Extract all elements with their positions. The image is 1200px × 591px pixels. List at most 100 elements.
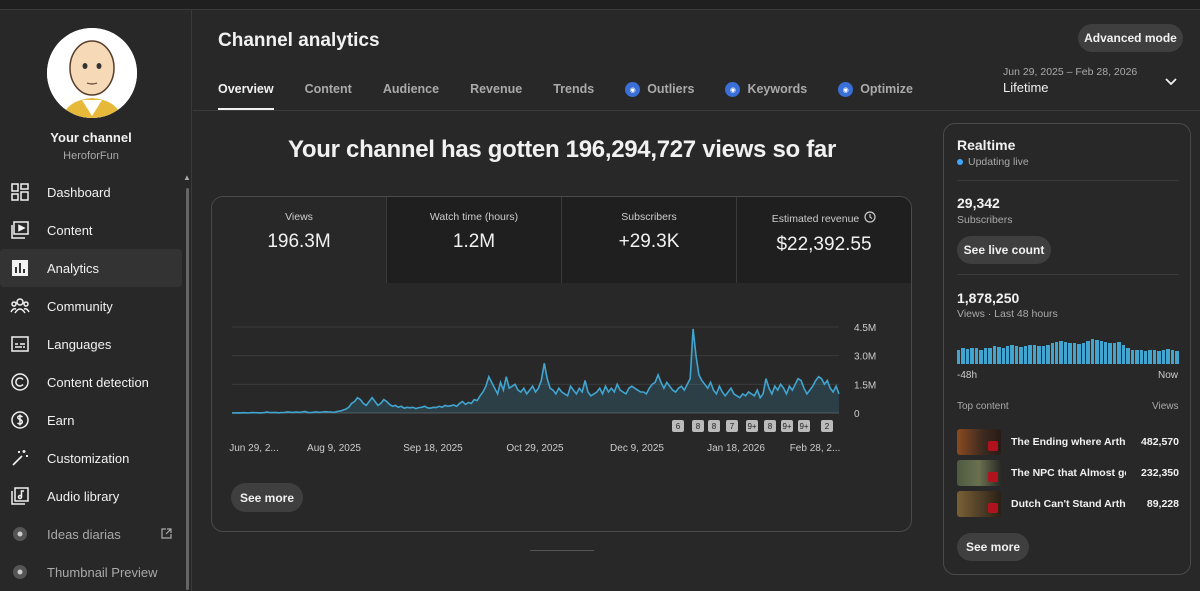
video-thumbnail <box>957 491 1001 517</box>
realtime-bar <box>1046 345 1050 364</box>
views-headline: Your channel has gotten 196,294,727 view… <box>287 136 837 163</box>
metric-views[interactable]: Views 196.3M <box>212 197 387 283</box>
extension-icon: ◉ <box>838 82 854 97</box>
metric-value: 196.3M <box>267 231 331 252</box>
sidebar-item-label: Analytics <box>47 260 100 276</box>
sidebar-scrollbar[interactable] <box>186 188 189 590</box>
sidebar-item-thumbnail-preview[interactable]: Thumbnail Preview <box>0 553 182 591</box>
copyright-icon <box>10 372 30 392</box>
metric-subscribers[interactable]: Subscribers +29.3K <box>562 197 737 283</box>
realtime-axis-end: Now <box>1158 370 1179 381</box>
chart-marker-label: 9+ <box>782 422 791 431</box>
metric-watch-time[interactable]: Watch time (hours) 1.2M <box>387 197 562 283</box>
sidebar-item-dashboard[interactable]: Dashboard <box>0 173 182 211</box>
tab-bar: Overview Content Audience Revenue Trends… <box>218 82 944 110</box>
scroll-up-icon[interactable]: ▲ <box>183 173 191 182</box>
chart-marker-label: 6 <box>676 422 681 431</box>
sidebar-item-audio-library[interactable]: Audio library <box>0 477 182 515</box>
tab-label: Keywords <box>747 82 808 96</box>
tab-overview[interactable]: Overview <box>218 82 274 110</box>
extension-icon <box>10 562 30 582</box>
see-more-button[interactable]: See more <box>231 483 303 512</box>
realtime-bar <box>1139 349 1144 364</box>
tab-keywords[interactable]: ◉ Keywords <box>725 82 807 110</box>
tab-trends[interactable]: Trends <box>553 82 594 110</box>
realtime-status: Updating live <box>957 156 1029 168</box>
advanced-mode-button[interactable]: Advanced mode <box>1078 24 1183 52</box>
chart-marker <box>746 420 758 432</box>
sidebar-nav: Dashboard Content Analytics Community La… <box>0 173 182 591</box>
clock-icon <box>864 211 876 226</box>
sidebar-item-earn[interactable]: Earn <box>0 401 182 439</box>
tab-audience[interactable]: Audience <box>383 82 439 110</box>
sidebar-item-label: Community <box>47 298 113 314</box>
chart-x-tick-label: Dec 9, 2025 <box>610 443 664 454</box>
sidebar-item-label: Earn <box>47 412 75 428</box>
tab-optimize[interactable]: ◉ Optimize <box>838 82 913 110</box>
chevron-down-icon[interactable] <box>1164 74 1178 92</box>
realtime-bar <box>992 345 997 364</box>
realtime-bar <box>1028 344 1032 364</box>
metric-revenue[interactable]: Estimated revenue $22,392.55 <box>737 197 911 283</box>
top-content-item[interactable]: Dutch Can't Stand Arthur... 89,228 <box>957 491 1179 517</box>
realtime-bar <box>1108 342 1112 364</box>
sidebar: Your channel HeroforFun Dashboard Conten… <box>0 10 192 591</box>
sidebar-item-label: Customization <box>47 450 130 466</box>
realtime-bar <box>988 347 992 364</box>
metric-value: +29.3K <box>618 231 680 252</box>
video-thumbnail <box>957 460 1001 486</box>
realtime-bar <box>1112 343 1117 364</box>
date-range-label[interactable]: Jun 29, 2025 – Feb 28, 2026 <box>1003 66 1138 78</box>
sidebar-item-label: Content detection <box>47 374 149 390</box>
live-dot-icon <box>957 159 963 165</box>
realtime-bar <box>1041 346 1046 364</box>
channel-title: Your channel <box>50 130 132 145</box>
sidebar-item-content-detection[interactable]: Content detection <box>0 363 182 401</box>
sidebar-item-languages[interactable]: Languages <box>0 325 182 363</box>
realtime-bar <box>1072 343 1077 364</box>
divider <box>957 274 1179 275</box>
tab-label: Audience <box>382 82 440 96</box>
top-content-item[interactable]: The NPC that Almost got... 232,350 <box>957 460 1179 486</box>
tab-outliers[interactable]: ◉ Outliers <box>625 82 694 110</box>
tab-content[interactable]: Content <box>305 82 352 110</box>
sidebar-item-community[interactable]: Community <box>0 287 182 325</box>
metric-label: Views <box>285 211 313 223</box>
tab-label: Optimize <box>860 82 913 96</box>
chart-area <box>232 328 839 413</box>
chart-marker <box>798 420 810 432</box>
video-thumbnail <box>957 429 1001 455</box>
realtime-bar <box>965 348 970 364</box>
extension-icon: ◉ <box>725 82 741 97</box>
channel-handle: HeroforFun <box>63 150 119 162</box>
realtime-bar <box>1161 349 1166 364</box>
realtime-bar <box>1054 341 1059 364</box>
realtime-bar <box>1144 351 1148 364</box>
chart-marker-label: 7 <box>730 422 735 431</box>
realtime-views-label: Views · Last 48 hours <box>957 308 1058 320</box>
realtime-bar <box>1032 345 1037 364</box>
see-live-count-button[interactable]: See live count <box>957 236 1051 264</box>
sidebar-item-customization[interactable]: Customization <box>0 439 182 477</box>
chart-x-tick-label: Jan 18, 2026 <box>707 443 765 454</box>
chart-series-line <box>232 328 840 414</box>
external-link-icon <box>161 527 172 542</box>
date-range-value[interactable]: Lifetime <box>1003 80 1049 95</box>
metric-value: $22,392.55 <box>776 234 872 255</box>
avatar[interactable] <box>47 28 137 118</box>
sidebar-item-content[interactable]: Content <box>0 211 182 249</box>
sidebar-item-label: Languages <box>47 336 112 352</box>
realtime-bar-chart[interactable] <box>957 338 1179 364</box>
see-more-top-content-button[interactable]: See more <box>957 533 1029 561</box>
top-content-item[interactable]: The Ending where Arthur Morgan... 482,57… <box>957 429 1179 455</box>
chart-marker <box>708 420 720 432</box>
realtime-bar <box>1126 348 1130 364</box>
sidebar-item-label: Thumbnail Preview <box>47 564 158 580</box>
realtime-bar <box>1130 349 1135 364</box>
sidebar-item-ideas-diarias[interactable]: Ideas diarias <box>0 515 182 553</box>
sidebar-item-analytics[interactable]: Analytics <box>0 249 182 287</box>
realtime-bar <box>1095 340 1099 364</box>
realtime-bar <box>1059 340 1063 364</box>
tab-revenue[interactable]: Revenue <box>470 82 522 110</box>
realtime-title: Realtime <box>957 137 1016 153</box>
